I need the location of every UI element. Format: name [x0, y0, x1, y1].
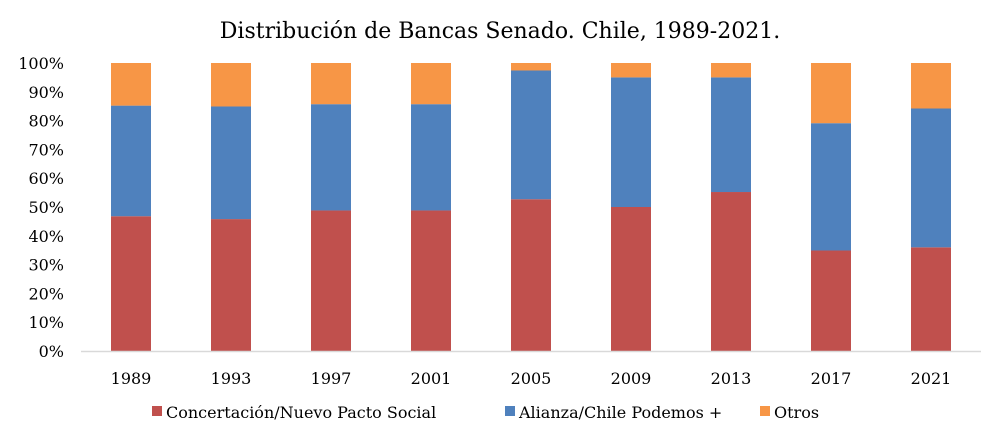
y-tick-label: 20% [28, 284, 64, 303]
legend: Concertación/Nuevo Pacto Social Alianza/C… [152, 403, 819, 422]
bar-segment-2005-1 [511, 70, 551, 200]
bar-segment-2013-1 [711, 77, 751, 193]
bar-segment-1993-2 [211, 63, 251, 107]
bar-segment-1993-0 [211, 219, 251, 351]
x-tick-label: 1997 [311, 369, 352, 388]
bar-segment-1997-0 [311, 210, 351, 351]
legend-swatch [505, 406, 515, 416]
y-tick-label: 70% [28, 140, 64, 159]
y-tick-label: 60% [28, 169, 64, 188]
bar-segment-2001-0 [411, 210, 451, 351]
bar-segment-2013-2 [711, 63, 751, 78]
bar-segment-2021-2 [911, 63, 951, 109]
x-tick-label: 2013 [711, 369, 752, 388]
y-tick-label: 0% [39, 342, 64, 361]
bar-segment-2009-0 [611, 207, 651, 351]
x-tick-label: 2017 [811, 369, 852, 388]
bar-segment-2017-2 [811, 63, 851, 124]
legend-swatch [152, 406, 162, 416]
bar-segment-2005-2 [511, 63, 551, 71]
y-tick-label: 80% [28, 112, 64, 131]
bar-segment-2001-1 [411, 104, 451, 211]
bar-segment-2021-0 [911, 247, 951, 351]
bars [111, 63, 951, 351]
bar-segment-2013-0 [711, 192, 751, 351]
bar-segment-1989-2 [111, 63, 151, 106]
x-tick-label: 2009 [611, 369, 652, 388]
bar-segment-1989-0 [111, 216, 151, 351]
y-axis: 0% 10% 20% 30% 40% 50% 60% 70% 80% 90% 100% [18, 54, 64, 361]
chart-title: Distribución de Bancas Senado. Chile, 19… [220, 19, 780, 44]
bar-segment-2001-2 [411, 63, 451, 105]
legend-swatch [760, 406, 770, 416]
y-tick-label: 10% [28, 313, 64, 332]
x-tick-label: 2001 [411, 369, 452, 388]
legend-label: Concertación/Nuevo Pacto Social [166, 403, 436, 422]
bar-segment-1993-1 [211, 106, 251, 220]
bar-segment-1989-1 [111, 105, 151, 217]
bar-segment-2017-0 [811, 250, 851, 351]
y-tick-label: 40% [28, 227, 64, 246]
x-tick-label: 1993 [211, 369, 252, 388]
legend-label: Alianza/Chile Podemos + [518, 403, 722, 422]
bar-segment-2017-1 [811, 123, 851, 251]
bar-segment-2009-2 [611, 63, 651, 78]
x-tick-label: 1989 [111, 369, 152, 388]
bar-segment-2021-1 [911, 108, 951, 248]
bar-segment-2005-0 [511, 199, 551, 351]
x-tick-label: 2021 [911, 369, 952, 388]
bar-segment-1997-1 [311, 104, 351, 211]
y-tick-label: 90% [28, 83, 64, 102]
y-tick-label: 30% [28, 256, 64, 275]
legend-label: Otros [774, 403, 819, 422]
x-tick-label: 2005 [511, 369, 552, 388]
bar-segment-1997-2 [311, 63, 351, 105]
x-axis: 1989 1993 1997 2001 2005 2009 2013 2017 2021 [111, 369, 952, 388]
y-tick-label: 100% [18, 54, 64, 73]
bar-segment-2009-1 [611, 77, 651, 208]
y-tick-label: 50% [28, 198, 64, 217]
